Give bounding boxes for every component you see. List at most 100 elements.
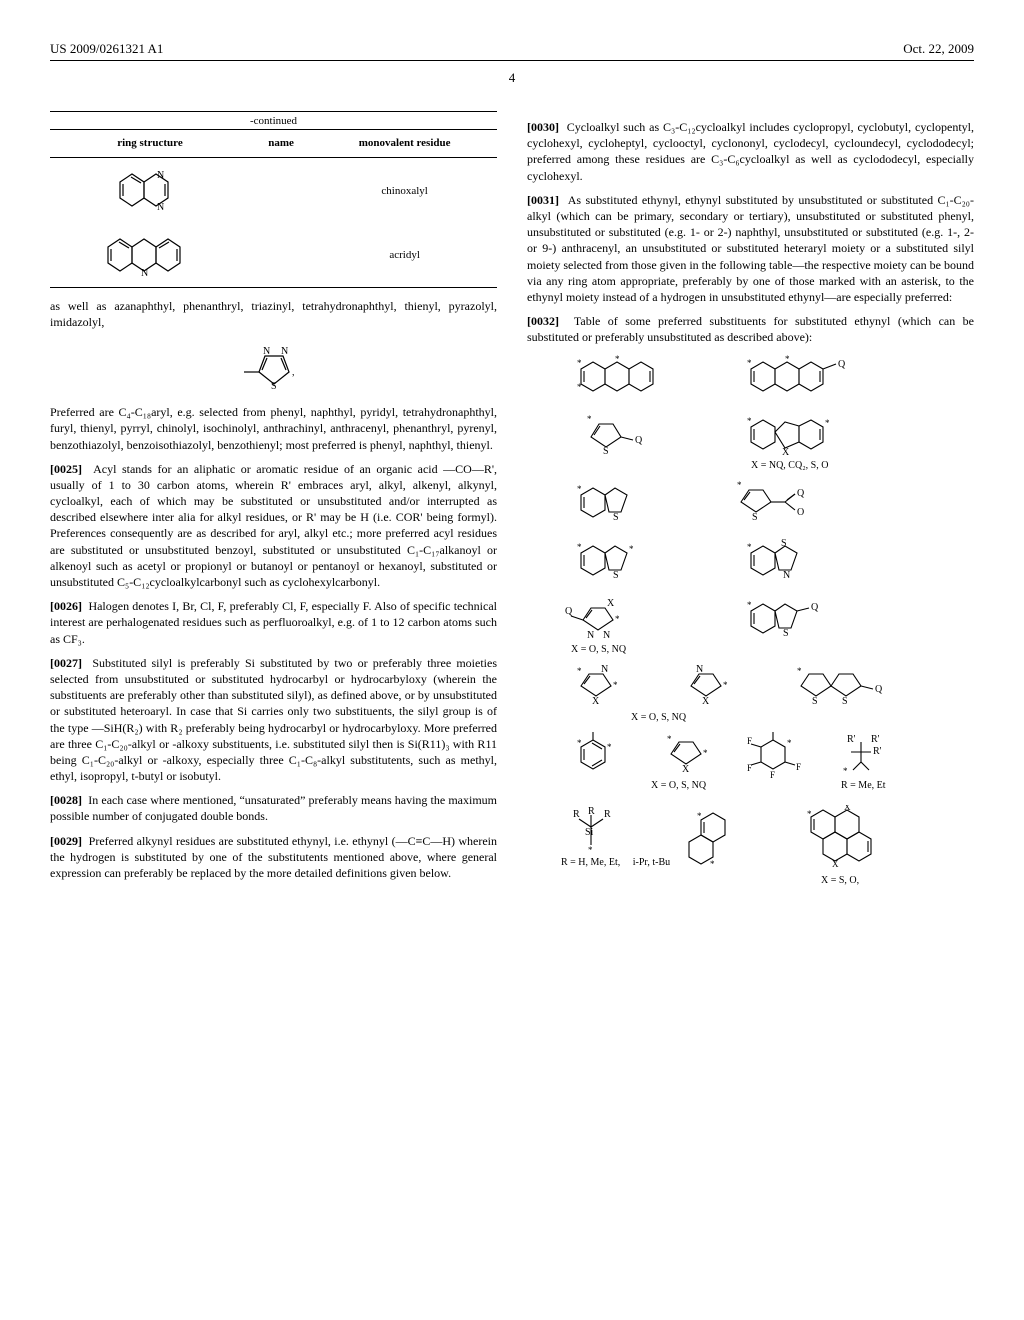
svg-text:*: * [615, 614, 620, 624]
svg-text:X: X [682, 764, 690, 775]
svg-text:N: N [587, 630, 594, 641]
svg-text:F: F [796, 762, 801, 772]
para-text: Table of some preferred substituents for… [527, 314, 974, 344]
para-text: Acyl stands for an aliphatic or aromatic… [50, 462, 497, 589]
svg-text:R': R' [873, 746, 882, 757]
para-29: [0029] Preferred alkynyl residues are su… [50, 833, 497, 882]
svg-text:S: S [271, 381, 277, 392]
doc-number: US 2009/0261321 A1 [50, 40, 163, 58]
svg-text:N: N [603, 630, 610, 641]
para-num: [0032] [527, 314, 559, 328]
col-ring: ring structure [50, 129, 250, 157]
svg-text:*: * [587, 414, 592, 424]
svg-text:*: * [723, 680, 728, 690]
table-continued: -continued [50, 111, 497, 129]
svg-text:S: S [842, 696, 848, 707]
table-row: N N chinoxalyl [50, 157, 497, 225]
svg-text:R: R [588, 806, 595, 817]
svg-text:Q: Q [811, 602, 819, 613]
svg-text:Q: Q [797, 488, 805, 499]
struct-row-5: Q X N N * S Q * X = O, S, NQ [551, 596, 951, 656]
struct-row-4: S ** N S * [551, 538, 951, 588]
chinoxalyl-structure: N N [110, 164, 190, 219]
svg-text:R': R' [871, 734, 880, 745]
row-name [250, 157, 312, 225]
struct-row-7: ** X ** F F F F * R' R' * R' X = O, S, N… [551, 732, 951, 797]
para-27: [0027] Substituted silyl is preferably S… [50, 655, 497, 785]
para-num: [0031] [527, 193, 559, 207]
struct-row-1: ** * Q ** [551, 354, 951, 404]
acridyl-structure: N [100, 231, 200, 281]
row-residue: chinoxalyl [312, 157, 497, 225]
svg-text:*: * [737, 480, 742, 490]
para-after-table: as well as azanaphthyl, phenanthryl, tri… [50, 298, 497, 330]
svg-text:X: X [592, 696, 600, 707]
para-text: In each case where mentioned, “unsaturat… [50, 793, 497, 823]
x-label-4: X = O, S, NQ [651, 780, 707, 791]
para-num: [0030] [527, 120, 559, 134]
para-preferred: Preferred are C₄-C₁₈aryl, e.g. selected … [50, 404, 497, 453]
para-text: As substituted ethynyl, ethynyl substitu… [527, 193, 974, 304]
svg-text:S: S [812, 696, 818, 707]
svg-text:*: * [825, 418, 830, 428]
svg-text:*: * [747, 358, 752, 368]
svg-text:Q: Q [635, 435, 643, 446]
struct-row-2: S Q * X ** X = NQ, CQ₂, S, O [551, 412, 951, 472]
struct-row-8: R R R Si * * * X X * R = H, Me, Et, i-Pr… [551, 805, 951, 895]
svg-text:*: * [667, 734, 672, 744]
svg-text:*: * [703, 748, 708, 758]
para-num: [0027] [50, 656, 82, 670]
doc-date: Oct. 22, 2009 [903, 40, 974, 58]
svg-text:*: * [697, 811, 702, 821]
svg-text:S: S [752, 512, 758, 523]
svg-text:F: F [747, 736, 752, 746]
x-label-3: X = O, S, NQ [631, 712, 687, 723]
svg-text:*: * [577, 382, 582, 392]
para-25: [0025] Acyl stands for an aliphatic or a… [50, 461, 497, 591]
svg-text:*: * [613, 680, 618, 690]
x-label-2: X = O, S, NQ [571, 644, 627, 655]
para-28: [0028] In each case where mentioned, “un… [50, 792, 497, 824]
svg-text:*: * [710, 859, 715, 869]
svg-text:X: X [782, 447, 790, 458]
para-num: [0026] [50, 599, 82, 613]
svg-text:,: , [292, 367, 295, 378]
ring-structure-table: ring structure name monovalent residue N… [50, 129, 497, 288]
para-text: Halogen denotes I, Br, Cl, F, preferably… [50, 599, 497, 645]
svg-text:X: X [702, 696, 710, 707]
svg-text:N: N [157, 202, 164, 213]
svg-text:*: * [787, 738, 792, 748]
struct-row-3: S * S Q O * [551, 480, 951, 530]
svg-text:*: * [577, 542, 582, 552]
svg-text:Q: Q [565, 606, 573, 617]
svg-text:F: F [747, 763, 752, 773]
svg-text:S: S [603, 446, 609, 457]
svg-text:*: * [747, 542, 752, 552]
svg-text:S: S [613, 570, 619, 581]
svg-text:S: S [783, 628, 789, 639]
svg-text:*: * [577, 358, 582, 368]
svg-text:N: N [141, 268, 148, 279]
r-label-1: R = Me, Et [841, 780, 886, 791]
svg-text:*: * [843, 766, 848, 776]
x-label-1: X = NQ, CQ₂, S, O [751, 460, 828, 471]
svg-text:R: R [604, 809, 611, 820]
svg-text:X: X [844, 805, 851, 812]
x-label-5: X = S, O, [821, 875, 859, 886]
para-text: Substituted silyl is preferably Si subst… [50, 656, 497, 783]
table-row: N acridyl [50, 225, 497, 288]
svg-text:Q: Q [838, 359, 846, 370]
page-number: 4 [50, 69, 974, 87]
para-num: [0029] [50, 834, 82, 848]
svg-text:*: * [577, 738, 582, 748]
substituent-structures: * * * Q * * S Q * X * * X = NQ, CQ₂, S, O S… [527, 354, 974, 895]
svg-text:*: * [797, 666, 802, 676]
svg-text:S: S [613, 512, 619, 523]
col-residue: monovalent residue [312, 129, 497, 157]
row-residue: acridyl [312, 225, 497, 288]
svg-text:*: * [577, 484, 582, 494]
svg-text:R: R [573, 809, 580, 820]
col-name: name [250, 129, 312, 157]
row-name [250, 225, 312, 288]
svg-text:N: N [696, 664, 703, 675]
